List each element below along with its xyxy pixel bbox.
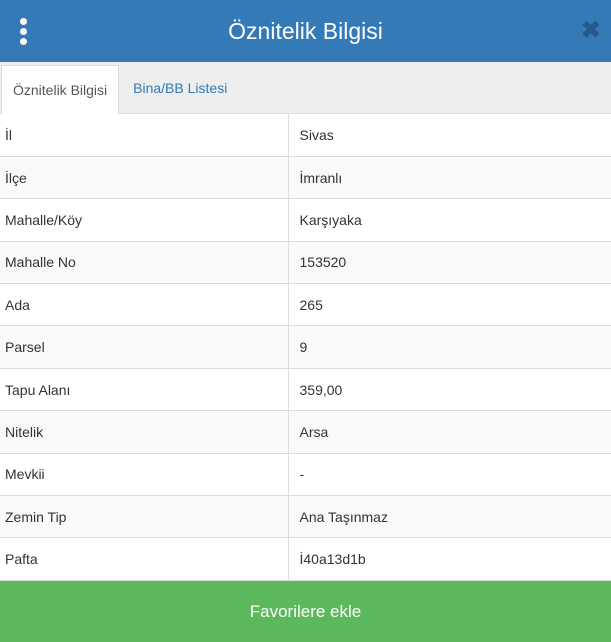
close-icon[interactable]: ✖ — [580, 17, 601, 44]
table-row: İl Sivas — [0, 114, 611, 157]
dialog-header: Öznitelik Bilgisi ✖ — [0, 0, 611, 62]
attribute-key: İlçe — [0, 156, 288, 200]
attribute-value: İmranlı — [287, 156, 611, 200]
attribute-key: Mahalle/Köy — [0, 198, 288, 242]
table-row: Nitelik Arsa — [0, 410, 611, 454]
tab-oznitelik-bilgisi[interactable]: Öznitelik Bilgisi — [1, 65, 120, 114]
attribute-value: Karşıyaka — [287, 198, 611, 242]
table-row: Parsel 9 — [0, 325, 611, 369]
attribute-value: Ana Taşınmaz — [287, 495, 611, 539]
attribute-value: 265 — [287, 283, 611, 327]
tab-bina-bb-listesi[interactable]: Bina/BB Listesi — [133, 80, 228, 96]
table-row: Pafta İ40a13d1b — [0, 537, 611, 581]
attribute-key: Mahalle No — [0, 241, 288, 285]
table-row: Mahalle No 153520 — [0, 241, 611, 285]
table-row: İlçe İmranlı — [0, 156, 611, 200]
dialog-title: Öznitelik Bilgisi — [228, 17, 383, 44]
attribute-key: Tapu Alanı — [0, 368, 288, 412]
attribute-key: Ada — [0, 283, 288, 327]
attribute-key: Mevkii — [0, 453, 288, 497]
table-row: Tapu Alanı 359,00 — [0, 368, 611, 412]
attribute-value: 153520 — [287, 241, 611, 285]
attribute-value: Arsa — [287, 410, 611, 454]
attribute-value: 359,00 — [287, 368, 611, 412]
add-to-favorites-button[interactable]: Favorilere ekle — [0, 581, 611, 642]
attribute-table: İl Sivas İlçe İmranlı Mahalle/Köy Karşıyaka Ma… — [0, 114, 611, 581]
attribute-value: Sivas — [287, 114, 611, 157]
attribute-key: Zemin Tip — [0, 495, 288, 539]
attribute-key: Pafta — [0, 537, 288, 581]
kebab-menu-icon[interactable] — [17, 18, 29, 45]
attribute-value: 9 — [287, 325, 611, 369]
attribute-key: Nitelik — [0, 410, 288, 454]
attribute-key: Parsel — [0, 325, 288, 369]
tab-bar: Öznitelik Bilgisi Bina/BB Listesi — [0, 62, 611, 114]
table-row: Mahalle/Köy Karşıyaka — [0, 198, 611, 242]
table-row: Ada 265 — [0, 283, 611, 327]
attribute-value: İ40a13d1b — [287, 537, 611, 581]
table-row: Mevkii - — [0, 453, 611, 497]
attribute-key: İl — [0, 114, 288, 157]
attribute-value: - — [287, 453, 611, 497]
table-row: Zemin Tip Ana Taşınmaz — [0, 495, 611, 539]
